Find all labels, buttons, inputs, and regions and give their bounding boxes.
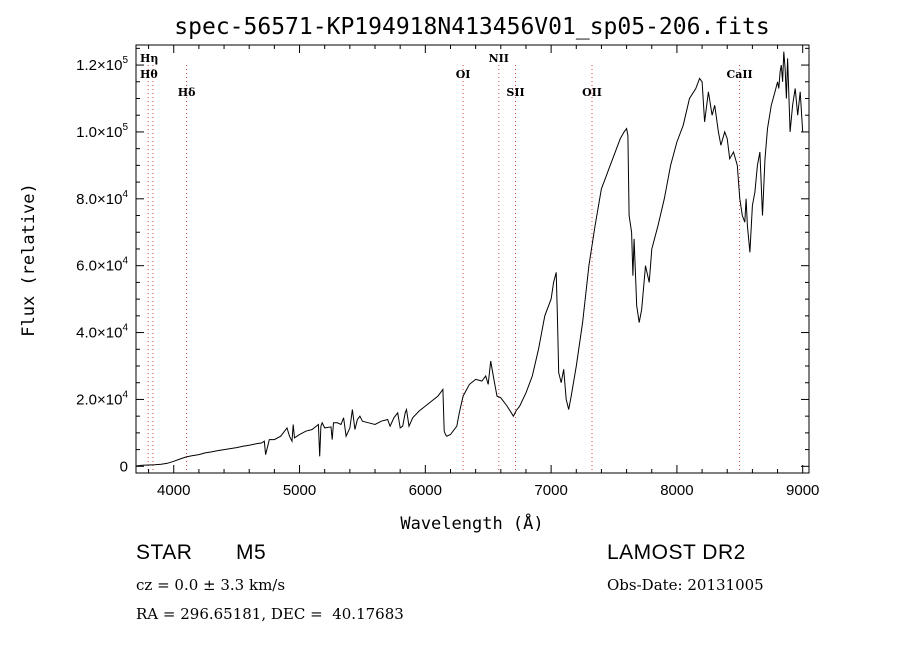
plot-frame xyxy=(135,44,810,474)
survey-name: LAMOST DR2 xyxy=(607,541,746,564)
x-tick-label: 7000 xyxy=(534,482,567,499)
emission-line-markers: Hη Hθ Hδ OI NII SII OII CaII xyxy=(140,52,753,473)
emission-line-label: Hθ xyxy=(140,68,158,81)
y-tick-label: 1.0×105 xyxy=(76,122,128,141)
y-tick-label: 2.0×104 xyxy=(76,389,128,408)
y-tick-label: 8.0×104 xyxy=(76,189,128,208)
x-axis-ticks: 4000 5000 6000 7000 8000 9000 xyxy=(148,45,819,499)
ra-dec-coordinates: RA = 296.65181, DEC = 40.17683 xyxy=(136,605,404,623)
y-tick-exponent: 5 xyxy=(122,122,128,133)
x-tick-label: 4000 xyxy=(157,482,190,499)
emission-line-label: NII xyxy=(489,52,509,65)
y-tick-label: 4.0×104 xyxy=(76,323,128,342)
x-tick-label: 5000 xyxy=(283,482,316,499)
emission-line-label: SII xyxy=(506,86,524,99)
y-tick-mantissa: 1.2×10 xyxy=(76,57,122,74)
y-tick-exponent: 4 xyxy=(122,189,128,200)
x-tick-label: 6000 xyxy=(409,482,442,499)
spectrum-line xyxy=(135,51,804,467)
x-tick-label: 9000 xyxy=(786,482,819,499)
y-tick-label: 1.2×105 xyxy=(76,55,128,74)
object-class: STAR xyxy=(136,541,193,564)
y-tick-exponent: 4 xyxy=(122,256,128,267)
spectral-subclass: M5 xyxy=(236,541,267,564)
y-tick-label: 0 xyxy=(120,458,128,475)
x-tick-label: 8000 xyxy=(660,482,693,499)
y-tick-mantissa: 8.0×10 xyxy=(76,191,122,208)
x-axis-label: Wavelength (Å) xyxy=(400,512,543,534)
y-tick-mantissa: 6.0×10 xyxy=(76,258,122,275)
emission-line-label: OII xyxy=(582,86,602,99)
y-axis-ticks: 02.0×1044.0×1046.0×1048.0×1041.0×1051.2×… xyxy=(76,47,809,475)
y-tick-exponent: 4 xyxy=(122,389,128,400)
y-tick-mantissa: 1.0×10 xyxy=(76,124,122,141)
y-tick-exponent: 4 xyxy=(122,323,128,334)
y-tick-mantissa: 4.0×10 xyxy=(76,325,122,342)
emission-line-label: Hη xyxy=(140,52,158,65)
observation-date: Obs-Date: 20131005 xyxy=(607,576,764,594)
emission-line-label: OI xyxy=(456,68,471,81)
y-tick-mantissa: 2.0×10 xyxy=(76,391,122,408)
emission-line-label: CaII xyxy=(726,68,752,81)
redshift-cz: cz = 0.0 ± 3.3 km/s xyxy=(136,576,286,594)
chart-title: spec-56571-KP194918N413456V01_sp05-206.f… xyxy=(174,14,769,40)
y-tick-exponent: 5 xyxy=(122,55,128,66)
y-tick-label: 6.0×104 xyxy=(76,256,128,275)
emission-line-label: Hδ xyxy=(178,86,196,99)
y-axis-label: Flux (relative) xyxy=(19,183,39,337)
